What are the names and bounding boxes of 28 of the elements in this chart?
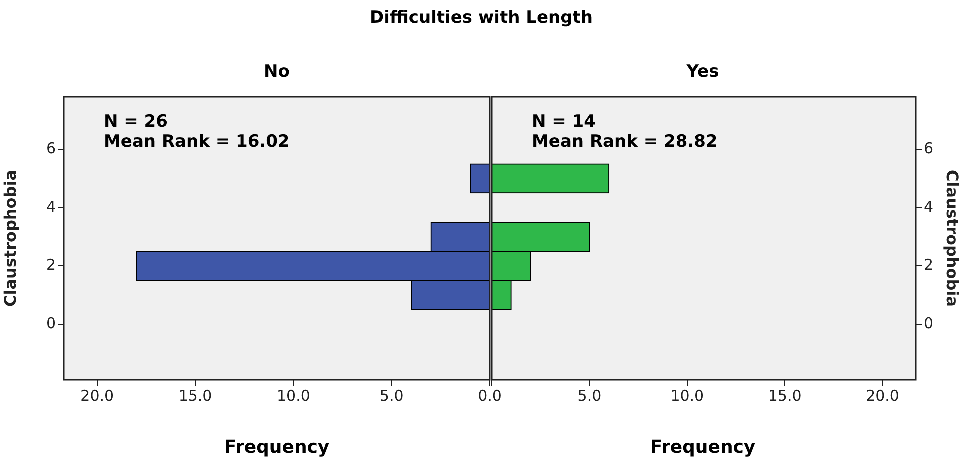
annotation: Mean Rank = 16.02 [104, 132, 290, 152]
x-tick-label: 5.0 [380, 386, 404, 405]
y-tick-label: 0 [46, 314, 56, 332]
y-tick-label: 4 [924, 198, 934, 216]
y-tick-label: 2 [46, 256, 56, 274]
y-axis-title: Claustrophobia [0, 170, 20, 308]
x-tick-label: 20.0 [866, 386, 900, 405]
x-axis-title: Frequency [223, 437, 331, 458]
x-tick-label: 10.0 [670, 386, 704, 405]
x-tick-label: 15.0 [178, 386, 212, 405]
annotation: N = 14 [532, 112, 596, 132]
x-tick-label: 20.0 [80, 386, 114, 405]
chart-title: Difficulties with Length [369, 8, 594, 28]
annotation: Mean Rank = 28.82 [532, 132, 718, 152]
x-tick-label: 10.0 [276, 386, 310, 405]
y-axis-title: Claustrophobia [943, 170, 962, 308]
x-tick-label: 0.0 [478, 386, 502, 405]
y-tick-label: 6 [924, 139, 934, 158]
annotation: N = 26 [104, 112, 168, 132]
y-tick-label: 0 [924, 314, 934, 332]
x-tick-label: 15.0 [768, 386, 802, 405]
y-tick-label: 4 [46, 198, 56, 216]
x-tick-label: 5.0 [578, 386, 602, 405]
chart-subtitle: Yes [686, 62, 720, 82]
chart-subtitle: No [263, 62, 291, 82]
x-axis-title: Frequency [649, 437, 757, 458]
y-tick-label: 6 [46, 139, 56, 158]
y-tick-label: 2 [924, 256, 934, 274]
